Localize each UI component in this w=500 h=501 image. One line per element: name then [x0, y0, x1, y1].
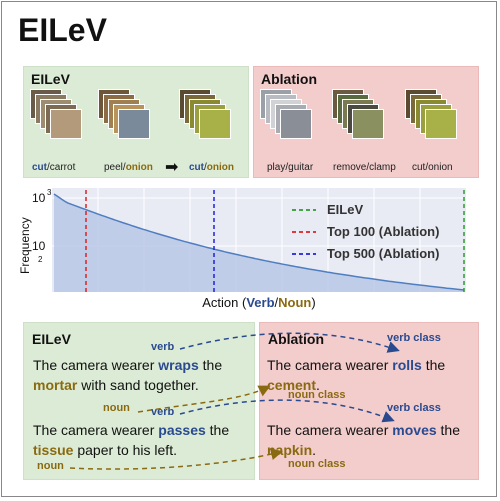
clip-caption-3: cut/onion	[189, 162, 234, 173]
bottom-right-panel-label: Ablation	[268, 331, 324, 347]
y-axis-label: Frequency	[18, 217, 32, 274]
caption-noun: carrot	[49, 162, 76, 173]
legend-label-eilev: EILeV	[327, 202, 363, 217]
clip-caption-2: peel/onion	[104, 162, 153, 173]
caption-noun: guitar	[288, 162, 314, 173]
clip-caption-1: cut/carrot	[32, 162, 76, 173]
frequency-area	[54, 194, 464, 292]
ytick-label: 10	[32, 239, 46, 253]
frequency-chart: 10 3 10 2 Frequency Action (Verb/Noun) E…	[18, 188, 466, 310]
legend-label-top100: Top 100 (Ablation)	[327, 224, 439, 239]
caption-verb: cut	[412, 162, 426, 173]
ablation-sentence-1: The camera wearer rolls the cement.	[267, 357, 446, 393]
caption-verb: cut	[32, 162, 47, 173]
annot-noun-class-1: noun class	[288, 389, 346, 401]
ytick-exponent: 2	[38, 255, 43, 264]
caption-verb: peel	[104, 162, 123, 173]
arrow-right-icon: ➡	[165, 159, 179, 176]
caption-noun: onion	[125, 162, 153, 173]
annot-noun-1: noun	[103, 402, 130, 414]
top-left-panel-label: EILeV	[31, 71, 70, 87]
ytick-exponent: 3	[47, 188, 52, 197]
annot-verb-1: verb	[151, 341, 175, 353]
eilev-sentence-1: The camera wearer wraps the mortar with …	[33, 357, 223, 393]
caption-noun: onion	[206, 162, 234, 173]
caption-noun: clamp	[369, 162, 396, 173]
ablation-sentence-2: The camera wearer moves the napkin.	[267, 422, 460, 458]
eilev-sentence-2: The camera wearer passes the tissue pape…	[33, 422, 230, 458]
clip-caption-4: play/guitar	[267, 162, 314, 173]
chart-legend: EILeV Top 100 (Ablation) Top 500 (Ablati…	[292, 202, 439, 261]
caption-verb: cut	[189, 162, 204, 173]
legend-label-top500: Top 500 (Ablation)	[327, 246, 439, 261]
annot-verb-2: verb	[151, 406, 175, 418]
bottom-left-panel-label: EILeV	[32, 331, 71, 347]
caption-verb: remove	[333, 162, 367, 173]
annot-noun-class-2: noun class	[288, 458, 346, 470]
annot-verb-class-2: verb class	[387, 402, 441, 414]
top-right-panel-label: Ablation	[261, 71, 317, 87]
ytick-label: 10	[32, 191, 46, 205]
clip-caption-5: remove/clamp	[333, 162, 396, 173]
frequency-line	[53, 193, 465, 291]
caption-noun: onion	[428, 162, 453, 173]
caption-verb: play	[267, 162, 286, 173]
clip-caption-6: cut/onion	[412, 162, 453, 173]
annot-verb-class-1: verb class	[387, 332, 441, 344]
annot-noun-2: noun	[37, 460, 64, 472]
figure-title: EILeV	[18, 12, 107, 48]
x-axis-label: Action (Verb/Noun)	[202, 295, 315, 310]
